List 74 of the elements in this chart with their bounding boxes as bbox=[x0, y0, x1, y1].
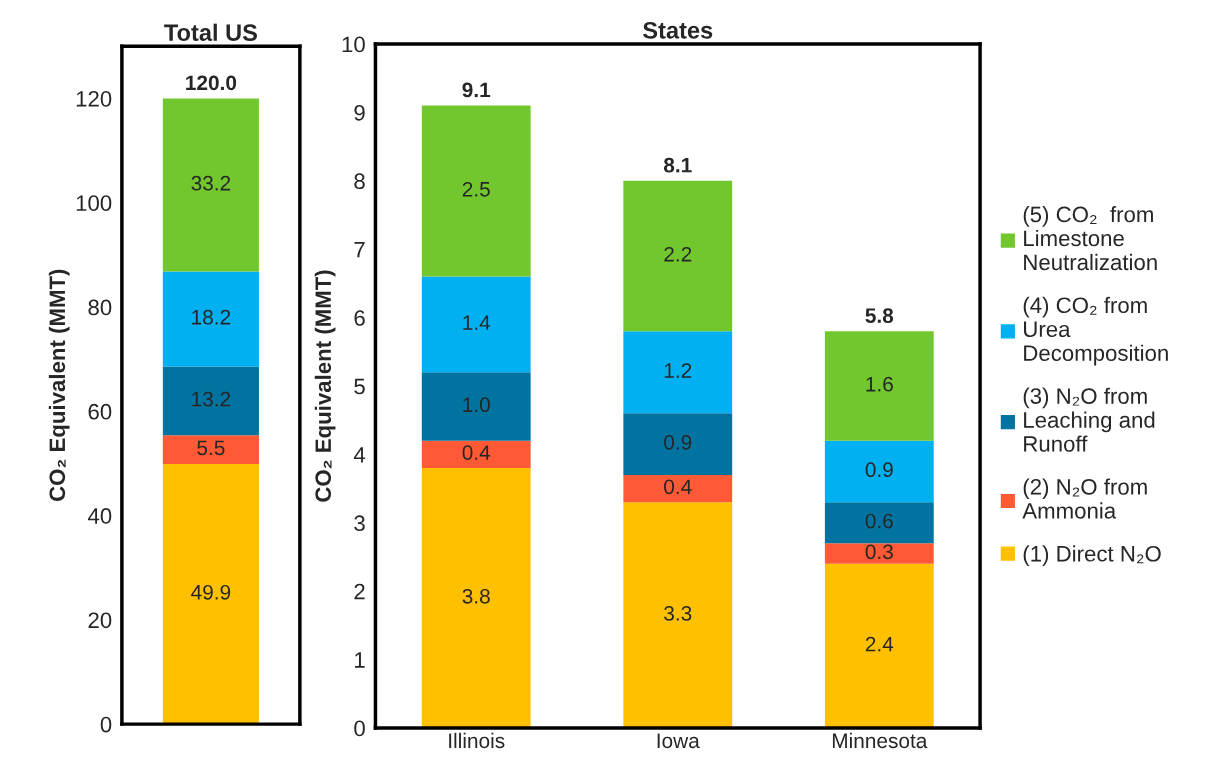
bar bbox=[421, 372, 531, 441]
data-label: 0.9 bbox=[664, 434, 692, 450]
x-tick-label: Minnesota bbox=[832, 732, 928, 749]
bar bbox=[623, 180, 733, 332]
bar bbox=[162, 366, 259, 436]
data-label: 0.9 bbox=[865, 462, 893, 478]
bar bbox=[824, 331, 934, 441]
y-axis-title: CO₂ Equivalent (MMT) bbox=[48, 269, 70, 501]
bar bbox=[623, 502, 733, 728]
chart-title: States bbox=[643, 21, 713, 39]
y-tick-label: 1 bbox=[355, 652, 365, 668]
data-label: 5.5 bbox=[197, 440, 225, 456]
y-tick-label: 20 bbox=[88, 612, 112, 629]
total-label: 120.0 bbox=[186, 75, 237, 91]
x-tick-label: Iowa bbox=[657, 733, 700, 749]
bar bbox=[421, 468, 531, 728]
data-label: 3.3 bbox=[664, 605, 692, 621]
y-tick-label: 0 bbox=[100, 716, 112, 733]
bar bbox=[421, 105, 531, 277]
bar bbox=[824, 563, 934, 728]
y-tick-label: 4 bbox=[353, 447, 366, 463]
y-tick-label: 10 bbox=[342, 36, 365, 53]
legend-label: (5) CO₂ from Limestone Neutralization bbox=[1023, 205, 1157, 271]
legend-label: (1) Direct N₂O bbox=[1023, 545, 1161, 566]
data-label: 1.2 bbox=[664, 363, 692, 378]
data-label: 3.8 bbox=[462, 588, 490, 604]
legend-label: (4) CO₂ from Urea Decomposition bbox=[1023, 296, 1168, 366]
data-label: 2.4 bbox=[865, 636, 894, 652]
y-tick-label: 40 bbox=[87, 508, 112, 524]
bar bbox=[824, 440, 934, 503]
data-label: 2.5 bbox=[462, 181, 490, 197]
data-label: 1.0 bbox=[463, 397, 490, 413]
data-label: 18.2 bbox=[192, 309, 231, 325]
data-label: 0.6 bbox=[865, 513, 893, 529]
y-tick-label: 100 bbox=[76, 195, 112, 212]
y-tick-label: 7 bbox=[354, 241, 365, 258]
bar bbox=[162, 463, 259, 725]
bar bbox=[162, 271, 259, 367]
y-tick-label: 5 bbox=[354, 378, 365, 395]
total-label: 5.8 bbox=[865, 308, 894, 323]
bar bbox=[421, 440, 531, 469]
data-label: 0.4 bbox=[664, 479, 692, 495]
bar bbox=[623, 474, 733, 503]
y-tick-label: 2 bbox=[354, 583, 365, 600]
data-label: 33.2 bbox=[191, 175, 231, 191]
bar bbox=[623, 413, 733, 475]
x-tick-label: Illinois bbox=[449, 732, 505, 749]
y-tick-label: 9 bbox=[354, 104, 365, 121]
y-tick-label: 120 bbox=[76, 90, 112, 107]
bar bbox=[824, 502, 934, 544]
bar bbox=[623, 331, 733, 414]
legend-label: (2) N₂O from Ammonia bbox=[1022, 478, 1147, 519]
data-label: 13.2 bbox=[192, 391, 231, 407]
y-tick-label: 60 bbox=[88, 403, 112, 420]
chart-title: Total US bbox=[164, 23, 257, 41]
y-tick-label: 6 bbox=[354, 310, 365, 326]
data-label: 2.2 bbox=[664, 246, 692, 262]
y-tick-label: 0 bbox=[354, 720, 365, 737]
bar bbox=[421, 276, 531, 373]
total-label: 9.1 bbox=[462, 82, 491, 98]
data-label: 1.4 bbox=[463, 315, 491, 330]
data-label: 49.9 bbox=[191, 584, 231, 600]
data-label: 0.4 bbox=[462, 445, 491, 460]
bar bbox=[162, 98, 259, 272]
total-label: 8.1 bbox=[663, 157, 692, 173]
y-axis-title: CO₂ Equivalent (MMT) bbox=[314, 270, 336, 502]
data-label: 0.3 bbox=[865, 544, 893, 560]
y-tick-label: 80 bbox=[88, 299, 112, 316]
data-label: 1.6 bbox=[866, 376, 893, 392]
bar bbox=[162, 435, 259, 464]
bar bbox=[824, 543, 934, 564]
y-tick-label: 8 bbox=[354, 173, 365, 190]
y-tick-label: 3 bbox=[354, 515, 365, 532]
legend-label: (3) N₂O from Leaching and Runoff bbox=[1023, 387, 1155, 452]
